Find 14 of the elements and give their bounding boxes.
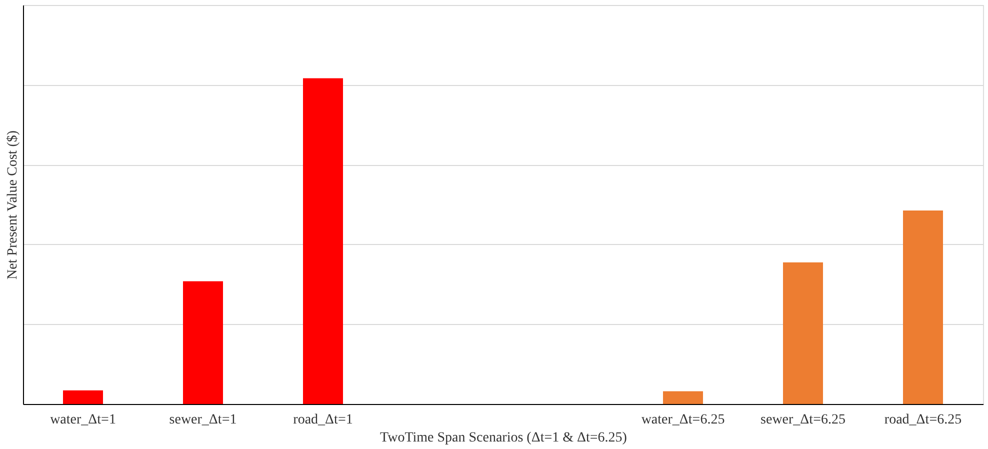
bar — [303, 78, 343, 404]
y-axis-title: Net Present Value Cost ($) — [6, 130, 20, 280]
x-tick-label: water_Δt=6.25 — [641, 412, 725, 428]
x-tick-label: road_Δt=1 — [293, 412, 353, 428]
x-axis-title: TwoTime Span Scenarios (Δt=1 & Δt=6.25) — [380, 430, 628, 446]
bar — [663, 391, 703, 404]
x-tick-label: sewer_Δt=6.25 — [760, 412, 846, 428]
x-tick-label: sewer_Δt=1 — [169, 412, 237, 428]
bar — [903, 210, 943, 404]
x-tick-label: water_Δt=1 — [50, 412, 116, 428]
bar — [183, 281, 223, 404]
x-tick-label: road_Δt=6.25 — [884, 412, 962, 428]
bar — [783, 262, 823, 404]
bar — [63, 390, 103, 404]
